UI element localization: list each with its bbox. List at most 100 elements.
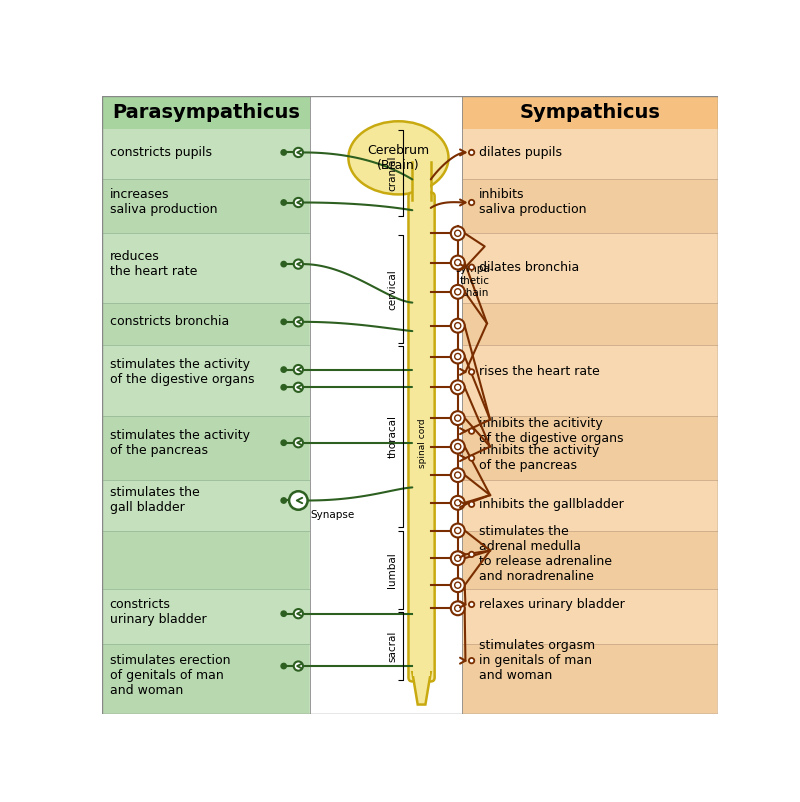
Circle shape — [451, 551, 465, 565]
Bar — [413, 158, 430, 196]
Circle shape — [451, 602, 465, 615]
Bar — [462, 96, 718, 128]
Bar — [463, 645, 718, 714]
Bar — [463, 415, 718, 480]
Text: constricts bronchia: constricts bronchia — [110, 315, 229, 328]
Bar — [102, 302, 309, 345]
Text: stimulates the
gall bladder: stimulates the gall bladder — [110, 487, 199, 515]
Circle shape — [469, 369, 474, 375]
Text: reduces
the heart rate: reduces the heart rate — [110, 250, 197, 278]
Circle shape — [294, 198, 303, 207]
Bar — [102, 415, 309, 480]
Circle shape — [281, 367, 286, 372]
Circle shape — [294, 438, 303, 448]
Circle shape — [281, 319, 286, 325]
Text: Cerebrum
(Brain): Cerebrum (Brain) — [367, 144, 430, 172]
Circle shape — [281, 385, 286, 390]
Circle shape — [469, 150, 474, 155]
Text: inhibits the gallbladder: inhibits the gallbladder — [479, 498, 624, 511]
Circle shape — [454, 555, 461, 561]
Text: stimulates the activity
of the digestive organs: stimulates the activity of the digestive… — [110, 358, 254, 386]
Circle shape — [294, 365, 303, 375]
Text: inhibits
saliva production: inhibits saliva production — [479, 188, 586, 217]
Circle shape — [454, 444, 461, 450]
FancyBboxPatch shape — [409, 192, 434, 682]
Circle shape — [454, 606, 461, 611]
Circle shape — [469, 200, 474, 205]
Text: dilates bronchia: dilates bronchia — [479, 261, 579, 273]
Text: constricts
urinary bladder: constricts urinary bladder — [110, 598, 206, 626]
Circle shape — [469, 602, 474, 607]
Bar — [102, 96, 310, 714]
Circle shape — [281, 498, 286, 503]
Circle shape — [281, 663, 286, 669]
Text: stimulates the activity
of the pancreas: stimulates the activity of the pancreas — [110, 429, 250, 457]
Circle shape — [454, 354, 461, 359]
Text: sympa-
thetic
chain: sympa- thetic chain — [455, 265, 494, 298]
Bar — [462, 96, 718, 714]
Circle shape — [454, 289, 461, 295]
Circle shape — [281, 200, 286, 205]
Circle shape — [451, 256, 465, 269]
Circle shape — [454, 415, 461, 421]
Circle shape — [454, 582, 461, 589]
Circle shape — [281, 611, 286, 617]
Circle shape — [469, 428, 474, 434]
Circle shape — [451, 318, 465, 333]
Text: rises the heart rate: rises the heart rate — [479, 366, 600, 379]
Circle shape — [454, 260, 461, 265]
Text: inhibits the acitivity
of the digestive organs: inhibits the acitivity of the digestive … — [479, 417, 624, 445]
Text: cervical: cervical — [387, 269, 398, 310]
Text: stimulates the
adrenal medulla
to release adrenaline
and noradrenaline: stimulates the adrenal medulla to releas… — [479, 525, 612, 583]
Circle shape — [469, 501, 474, 507]
Ellipse shape — [349, 121, 449, 194]
Circle shape — [294, 383, 303, 392]
Circle shape — [294, 260, 303, 269]
Text: constricts pupils: constricts pupils — [110, 146, 212, 159]
Text: inhibits the activity
of the pancreas: inhibits the activity of the pancreas — [479, 444, 599, 472]
Text: increases
saliva production: increases saliva production — [110, 188, 218, 217]
Polygon shape — [412, 672, 430, 704]
Bar — [102, 531, 309, 589]
Text: cranial: cranial — [387, 156, 398, 191]
Text: stimulates orgasm
in genitals of man
and woman: stimulates orgasm in genitals of man and… — [479, 639, 595, 683]
Text: thoracal: thoracal — [387, 415, 398, 459]
Text: stimulates erection
of genitals of man
and woman: stimulates erection of genitals of man a… — [110, 654, 230, 697]
Circle shape — [469, 552, 474, 557]
Circle shape — [454, 384, 461, 391]
Circle shape — [451, 226, 465, 241]
Circle shape — [469, 456, 474, 461]
Circle shape — [469, 265, 474, 270]
Circle shape — [451, 380, 465, 395]
Circle shape — [294, 148, 303, 157]
Bar — [310, 96, 462, 714]
Circle shape — [451, 439, 465, 453]
Circle shape — [454, 472, 461, 478]
Circle shape — [451, 468, 465, 482]
Circle shape — [451, 285, 465, 299]
Text: spinal cord: spinal cord — [418, 418, 427, 468]
Circle shape — [451, 524, 465, 537]
Circle shape — [454, 500, 461, 506]
Circle shape — [451, 578, 465, 592]
Circle shape — [454, 230, 461, 237]
Text: Sympathicus: Sympathicus — [520, 103, 661, 122]
Circle shape — [294, 609, 303, 618]
Bar — [463, 180, 718, 233]
Text: relaxes urinary bladder: relaxes urinary bladder — [479, 598, 625, 611]
Text: dilates pupils: dilates pupils — [479, 146, 562, 159]
Circle shape — [454, 528, 461, 533]
Circle shape — [281, 150, 286, 155]
Circle shape — [451, 411, 465, 425]
Circle shape — [469, 658, 474, 663]
Bar — [463, 302, 718, 345]
Circle shape — [281, 261, 286, 267]
Bar — [413, 670, 430, 676]
Circle shape — [289, 492, 307, 510]
Circle shape — [451, 496, 465, 510]
Bar — [102, 645, 309, 714]
Circle shape — [281, 440, 286, 445]
Text: lumbal: lumbal — [387, 552, 398, 588]
Circle shape — [294, 662, 303, 670]
Circle shape — [294, 318, 303, 326]
